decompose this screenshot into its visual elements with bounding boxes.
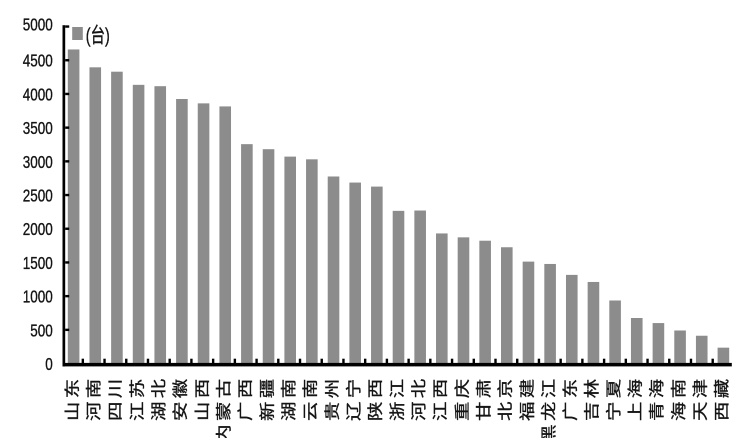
svg-text:河北: 河北: [410, 376, 427, 422]
svg-text:1500: 1500: [23, 254, 53, 273]
svg-text:2000: 2000: [23, 220, 53, 239]
svg-text:湖南: 湖南: [280, 376, 297, 422]
svg-text:新疆: 新疆: [258, 376, 275, 422]
svg-text:广东: 广东: [562, 376, 579, 422]
svg-text:山西: 山西: [193, 376, 210, 422]
svg-text:(台): (台): [86, 24, 110, 47]
svg-text:四川: 四川: [107, 376, 124, 422]
svg-text:重庆: 重庆: [453, 376, 470, 422]
svg-text:5000: 5000: [23, 16, 53, 35]
svg-text:广西: 广西: [237, 376, 254, 422]
svg-text:辽宁: 辽宁: [345, 376, 362, 422]
svg-text:吉林: 吉林: [583, 376, 600, 422]
svg-text:3500: 3500: [23, 119, 53, 138]
svg-text:江苏: 江苏: [128, 376, 145, 422]
svg-text:1000: 1000: [23, 288, 53, 307]
svg-text:北京: 北京: [497, 376, 514, 422]
svg-text:0: 0: [45, 355, 53, 374]
svg-text:河南: 河南: [85, 376, 102, 422]
svg-text:安徽: 安徽: [172, 376, 189, 422]
svg-text:福建: 福建: [518, 376, 535, 422]
svg-text:天津: 天津: [692, 376, 709, 422]
svg-text:4000: 4000: [23, 86, 53, 105]
svg-text:湖北: 湖北: [150, 376, 167, 422]
svg-text:内蒙古: 内蒙古: [215, 376, 232, 438]
svg-text:贵州: 贵州: [323, 376, 340, 422]
svg-text:宁夏: 宁夏: [605, 376, 622, 422]
svg-text:云南: 云南: [302, 376, 319, 422]
svg-text:黑龙江: 黑龙江: [540, 376, 557, 438]
svg-text:甘肃: 甘肃: [475, 376, 492, 422]
svg-text:500: 500: [30, 322, 53, 341]
svg-text:西藏: 西藏: [713, 376, 730, 422]
svg-text:浙江: 浙江: [388, 376, 405, 422]
svg-text:江西: 江西: [432, 376, 449, 422]
svg-text:海南: 海南: [670, 376, 687, 422]
svg-text:陕西: 陕西: [367, 376, 384, 422]
svg-text:3000: 3000: [23, 153, 53, 172]
svg-text:2500: 2500: [23, 187, 53, 206]
svg-text:青海: 青海: [648, 376, 665, 422]
svg-text:山东: 山东: [63, 376, 80, 422]
svg-text:上海: 上海: [627, 376, 644, 422]
svg-text:4500: 4500: [23, 52, 53, 71]
